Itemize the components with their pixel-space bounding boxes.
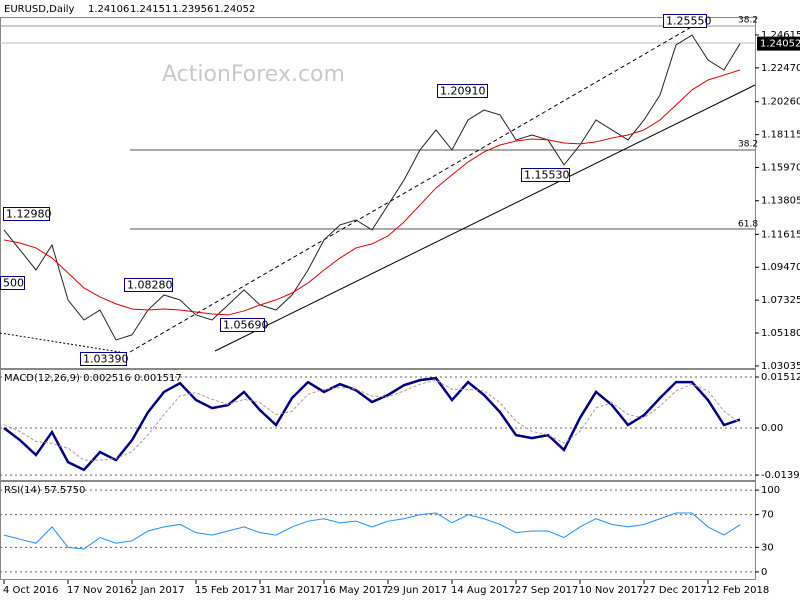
annotation-box (220, 318, 265, 332)
y-tick-label: 1.18115 (761, 130, 800, 141)
y-tick-label: 1.24615 (761, 30, 800, 41)
y-tick-label: 100 (761, 485, 780, 496)
trend-line (129, 21, 701, 353)
series-line (3, 376, 741, 472)
header-ohlc: 1.23956 (172, 4, 213, 15)
x-tick-label: 31 Mar 2017 (259, 585, 322, 596)
x-tick-label: 27 Sep 2017 (515, 585, 578, 596)
rsi-frame (0, 481, 756, 580)
x-tick-label: 12 Feb 2018 (707, 585, 769, 596)
x-tick-label: 15 Feb 2017 (195, 585, 257, 596)
y-tick-label: 1.11615 (761, 229, 800, 240)
y-tick-label: 70 (761, 510, 774, 521)
x-tick-label: 17 Nov 2016 (67, 585, 131, 596)
annotation: 1.12980 (6, 208, 52, 221)
annotation-box (663, 14, 707, 28)
y-tick-label: 1.15970 (761, 163, 800, 174)
fib-label: 61.8 (738, 220, 758, 230)
annotation: 1.20910 (440, 85, 486, 98)
x-tick-label: 29 Jun 2017 (387, 585, 447, 596)
series-line (3, 379, 741, 461)
series-line (3, 34, 741, 341)
y-tick-label: -0.013938 (761, 470, 800, 481)
series-line (3, 69, 741, 316)
header-ohlc: 1.24106 (88, 4, 129, 15)
annotation-box (124, 278, 173, 292)
trend-line (0, 332, 121, 353)
x-tick-label: 27 Dec 2017 (643, 585, 707, 596)
y-tick-label: 0.01512 (761, 372, 800, 383)
y-tick-label: 0 (761, 567, 767, 578)
y-tick-label: 1.13805 (761, 196, 800, 207)
annotation: 500 (3, 277, 24, 290)
annotation-box (3, 207, 50, 221)
annotation: 1.08280 (127, 279, 173, 292)
annotation: 1.25550 (666, 15, 712, 28)
macd-title: MACD(12,26,9) 0.002516 0.001517 (4, 373, 182, 384)
fib-label: 38.2 (738, 140, 758, 150)
annotation-box (0, 276, 25, 290)
watermark: ActionForex.com (162, 62, 345, 87)
series-line (3, 512, 741, 550)
y-tick-label: 1.05180 (761, 328, 800, 339)
y-tick-label: 1.22470 (761, 63, 800, 74)
annotation-box (437, 84, 488, 98)
header-ohlc: 1.24052 (214, 4, 255, 15)
annotation: 1.15530 (524, 169, 570, 182)
annotation-box (80, 352, 127, 366)
y-tick-label: 1.07325 (761, 295, 800, 306)
x-tick-label: 2 Jan 2017 (131, 585, 185, 596)
x-tick-label: 10 Nov 2017 (579, 585, 643, 596)
last-price-label: 1.24052 (760, 39, 800, 50)
y-tick-label: 1.20260 (761, 97, 800, 108)
trend-line (214, 84, 756, 352)
last-price-box (757, 36, 800, 51)
x-tick-label: 16 May 2017 (323, 585, 388, 596)
y-tick-label: 0.00 (761, 423, 783, 434)
x-tick-label: 14 Aug 2017 (451, 585, 515, 596)
rsi-title: RSI(14) 57.5750 (4, 485, 85, 496)
annotation: 1.03390 (83, 353, 129, 366)
y-tick-label: 1.09470 (761, 262, 800, 273)
x-tick-label: 4 Oct 2016 (3, 585, 58, 596)
header-ohlc: 1.24151 (130, 4, 171, 15)
y-tick-label: 1.03035 (761, 361, 800, 372)
main-frame (0, 17, 756, 369)
header-symbol: EURUSD,Daily (4, 4, 75, 15)
y-tick-label: 30 (761, 542, 774, 553)
annotation: 1.05690 (223, 319, 269, 332)
fib-label: 38.2 (738, 16, 758, 26)
annotation-box (521, 168, 570, 182)
macd-frame (0, 369, 756, 481)
